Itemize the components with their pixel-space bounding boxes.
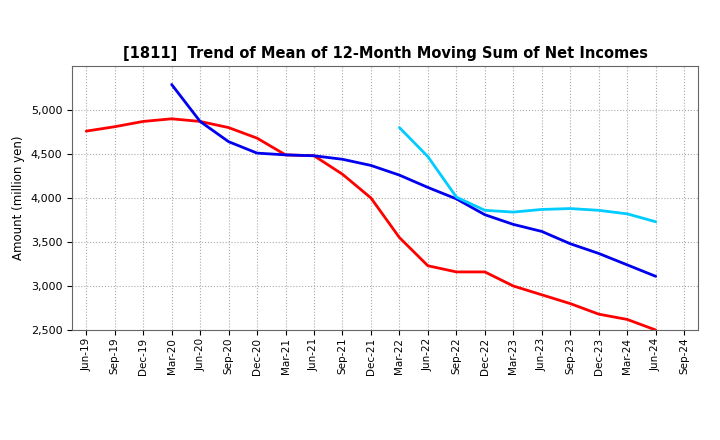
5 Years bbox=[480, 212, 489, 217]
3 Years bbox=[110, 124, 119, 129]
5 Years bbox=[310, 153, 318, 158]
Y-axis label: Amount (million yen): Amount (million yen) bbox=[12, 136, 25, 260]
3 Years bbox=[338, 172, 347, 177]
7 Years bbox=[395, 125, 404, 130]
3 Years bbox=[480, 269, 489, 275]
5 Years bbox=[623, 262, 631, 268]
3 Years bbox=[537, 292, 546, 297]
3 Years bbox=[196, 119, 204, 124]
7 Years bbox=[652, 219, 660, 224]
5 Years bbox=[652, 274, 660, 279]
5 Years bbox=[167, 82, 176, 87]
3 Years bbox=[452, 269, 461, 275]
5 Years bbox=[452, 196, 461, 202]
5 Years bbox=[595, 251, 603, 256]
7 Years bbox=[566, 206, 575, 211]
3 Years bbox=[366, 195, 375, 201]
7 Years bbox=[537, 207, 546, 212]
7 Years bbox=[623, 211, 631, 216]
Line: 3 Years: 3 Years bbox=[86, 119, 656, 330]
3 Years bbox=[395, 235, 404, 240]
5 Years bbox=[537, 229, 546, 234]
3 Years bbox=[282, 152, 290, 158]
3 Years bbox=[566, 301, 575, 306]
3 Years bbox=[310, 153, 318, 158]
5 Years bbox=[196, 119, 204, 124]
3 Years bbox=[509, 283, 518, 289]
Title: [1811]  Trend of Mean of 12-Month Moving Sum of Net Incomes: [1811] Trend of Mean of 12-Month Moving … bbox=[122, 46, 648, 61]
5 Years bbox=[253, 150, 261, 156]
Line: 7 Years: 7 Years bbox=[400, 128, 656, 222]
5 Years bbox=[509, 222, 518, 227]
7 Years bbox=[509, 209, 518, 215]
3 Years bbox=[225, 125, 233, 130]
3 Years bbox=[423, 263, 432, 268]
5 Years bbox=[566, 241, 575, 246]
5 Years bbox=[225, 139, 233, 144]
7 Years bbox=[595, 208, 603, 213]
3 Years bbox=[167, 116, 176, 121]
3 Years bbox=[139, 119, 148, 124]
5 Years bbox=[423, 185, 432, 190]
7 Years bbox=[452, 194, 461, 200]
Line: 5 Years: 5 Years bbox=[171, 84, 656, 276]
3 Years bbox=[652, 327, 660, 333]
5 Years bbox=[395, 172, 404, 178]
3 Years bbox=[82, 128, 91, 134]
3 Years bbox=[253, 136, 261, 141]
5 Years bbox=[282, 152, 290, 158]
7 Years bbox=[423, 154, 432, 159]
7 Years bbox=[480, 208, 489, 213]
3 Years bbox=[623, 317, 631, 322]
3 Years bbox=[595, 312, 603, 317]
5 Years bbox=[338, 157, 347, 162]
5 Years bbox=[366, 163, 375, 168]
